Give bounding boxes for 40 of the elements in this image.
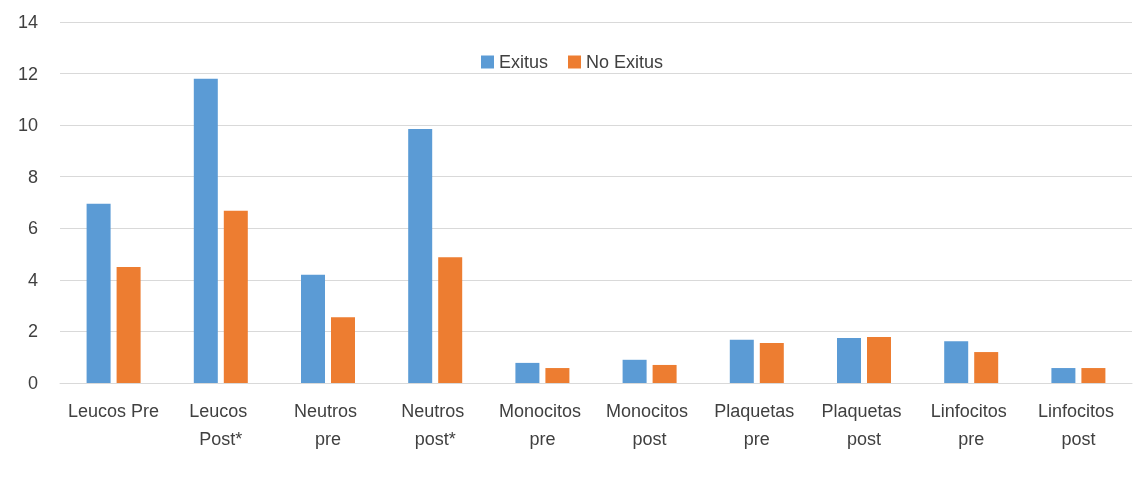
bar xyxy=(408,129,433,383)
bar xyxy=(86,203,111,383)
bar xyxy=(301,274,325,383)
x-tick-label: Plaquetas pre xyxy=(714,401,800,449)
y-tick-label: 12 xyxy=(17,63,38,84)
legend-label: Exitus xyxy=(498,52,549,72)
y-tick-label: 2 xyxy=(27,321,38,342)
x-tick-label: Neutros post* xyxy=(401,401,470,449)
x-tick-label: Monocitos post xyxy=(606,401,694,449)
bar xyxy=(944,341,969,383)
bar xyxy=(1051,368,1076,383)
bar xyxy=(622,359,647,383)
bar xyxy=(837,337,861,383)
bar xyxy=(1081,368,1106,383)
y-tick-label: 14 xyxy=(17,12,38,32)
bar xyxy=(759,343,784,383)
bar xyxy=(729,339,754,383)
x-tick-label: Linfocitos pre xyxy=(930,401,1012,449)
bar xyxy=(331,317,355,383)
y-tick-label: 8 xyxy=(27,166,38,187)
bar xyxy=(515,362,540,383)
x-tick-label: Neutros pre xyxy=(293,401,363,449)
x-tick-label: Leucos Pre xyxy=(68,401,160,421)
legend-label: No Exitus xyxy=(585,52,664,72)
x-tick-label: Monocitos pre xyxy=(498,401,586,449)
y-tick-label: 4 xyxy=(27,269,38,290)
bar xyxy=(116,266,141,383)
bar xyxy=(223,210,248,383)
x-tick-label: Plaquetas post xyxy=(821,401,907,449)
bar xyxy=(974,352,999,383)
y-tick-label: 0 xyxy=(27,373,38,393)
y-tick-label: 10 xyxy=(17,115,38,136)
bar xyxy=(867,337,891,383)
y-tick-label: 6 xyxy=(27,218,38,239)
x-tick-label: Leucos Post* xyxy=(189,401,253,449)
x-tick-label: Linfocitos post xyxy=(1037,401,1119,449)
bar xyxy=(193,78,218,383)
bar xyxy=(652,364,677,383)
bar xyxy=(438,257,463,383)
bar xyxy=(545,368,570,383)
